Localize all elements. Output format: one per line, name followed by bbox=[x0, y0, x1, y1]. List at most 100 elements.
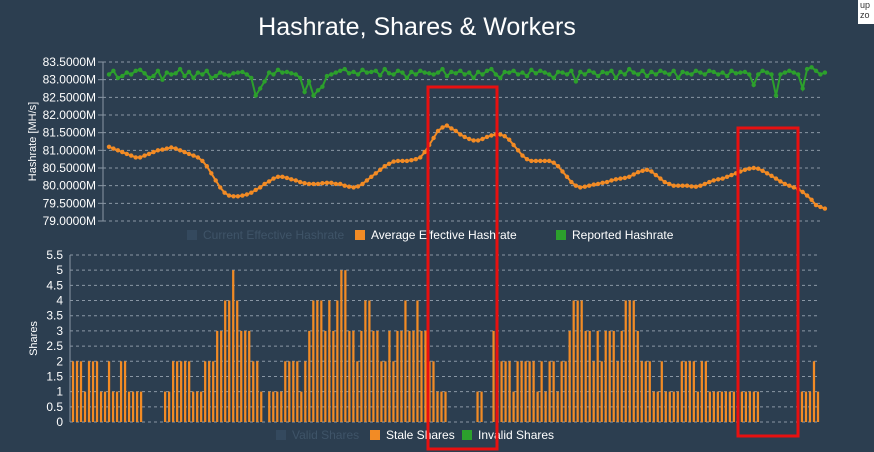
average-hashrate-point bbox=[137, 155, 143, 160]
average-hashrate-point bbox=[404, 158, 410, 164]
average-hashrate-point bbox=[573, 183, 579, 188]
stale-share-bar bbox=[440, 391, 443, 422]
legend-valid-shares-label: Valid Shares bbox=[292, 428, 359, 442]
average-hashrate-point bbox=[177, 148, 183, 153]
average-hashrate-point bbox=[693, 184, 699, 189]
stale-share-bar bbox=[616, 361, 619, 422]
reported-hashrate-point bbox=[471, 75, 476, 81]
average-hashrate-point bbox=[195, 155, 201, 160]
average-hashrate-point bbox=[373, 171, 378, 176]
average-hashrate-point bbox=[547, 158, 552, 164]
reported-hashrate-point bbox=[720, 70, 725, 75]
average-hashrate-point bbox=[764, 171, 770, 176]
stale-share-bar bbox=[368, 300, 371, 422]
reported-hashrate-point bbox=[173, 71, 178, 76]
reported-hashrate-point bbox=[591, 70, 596, 75]
stale-share-bar bbox=[504, 361, 507, 422]
reported-hashrate-point bbox=[707, 68, 712, 74]
stale-share-bar bbox=[720, 391, 723, 422]
shares-tick-label: 3.5 bbox=[46, 309, 63, 323]
average-hashrate-point bbox=[618, 176, 623, 181]
reported-hashrate-point bbox=[284, 69, 290, 75]
average-hashrate-point bbox=[680, 183, 685, 188]
stale-share-bar bbox=[620, 330, 623, 422]
legend-current-effective-swatch bbox=[187, 230, 197, 240]
reported-hashrate-point bbox=[160, 77, 165, 82]
stale-share-bar bbox=[312, 300, 315, 422]
stale-share-bar bbox=[95, 361, 99, 422]
average-hashrate-point bbox=[364, 178, 370, 183]
average-hashrate-point bbox=[542, 158, 547, 164]
reported-hashrate-point bbox=[640, 68, 645, 74]
shares-tick-label: 2 bbox=[56, 354, 63, 368]
reported-hashrate-point bbox=[587, 68, 592, 74]
hashrate-tick-label: 81.5000M bbox=[43, 126, 96, 140]
hashrate-y-label: Hashrate [MH/s] bbox=[27, 102, 39, 181]
average-hashrate-point bbox=[124, 151, 129, 157]
reported-hashrate-point bbox=[818, 72, 823, 77]
reported-hashrate-point bbox=[449, 69, 454, 75]
reported-hashrate-point bbox=[115, 75, 121, 81]
reported-hashrate-point bbox=[733, 71, 739, 76]
average-hashrate-point bbox=[164, 146, 169, 151]
stale-share-bar bbox=[816, 391, 820, 422]
average-hashrate-point bbox=[298, 179, 303, 185]
stale-share-bar bbox=[103, 391, 107, 422]
reported-hashrate-point bbox=[240, 69, 245, 75]
average-hashrate-point bbox=[422, 149, 427, 155]
reported-hashrate-point bbox=[129, 72, 134, 77]
average-hashrate-point bbox=[378, 167, 383, 172]
stale-share-bar bbox=[676, 391, 679, 422]
stale-share-bar bbox=[556, 391, 559, 422]
reported-hashrate-point bbox=[711, 69, 716, 75]
stale-share-bar bbox=[127, 391, 131, 422]
reported-hashrate-point bbox=[644, 73, 650, 79]
stale-share-bar bbox=[332, 330, 335, 422]
shares-tick-label: 1.5 bbox=[46, 369, 63, 383]
stale-share-bar bbox=[292, 361, 295, 422]
reported-hashrate-point bbox=[382, 66, 387, 72]
average-hashrate-point bbox=[249, 190, 254, 195]
reported-hashrate-point bbox=[182, 73, 187, 79]
stale-share-bar bbox=[71, 361, 75, 422]
average-hashrate-point bbox=[253, 187, 258, 193]
reported-hashrate-point bbox=[480, 72, 485, 77]
highlight-box-right bbox=[736, 126, 800, 438]
average-hashrate-point bbox=[529, 158, 534, 164]
stale-share-bar bbox=[172, 361, 175, 422]
average-hashrate-point bbox=[813, 202, 819, 208]
stale-share-bar bbox=[568, 330, 571, 422]
average-hashrate-point bbox=[213, 178, 218, 183]
reported-hashrate-line bbox=[108, 66, 826, 99]
stale-share-bar bbox=[364, 300, 367, 422]
stale-share-bar bbox=[228, 300, 231, 422]
average-hashrate-point bbox=[511, 142, 516, 148]
reported-hashrate-point bbox=[529, 67, 534, 73]
reported-hashrate-point bbox=[467, 70, 472, 75]
stale-share-bar bbox=[91, 361, 95, 422]
stale-share-bar bbox=[224, 300, 227, 422]
axis-labels: 83.5000M 83.0000M 82.5000M 82.0000M 81.5000M… bbox=[27, 55, 96, 429]
stale-share-bar bbox=[184, 361, 187, 422]
stale-share-bar bbox=[280, 391, 283, 422]
stale-share-bar bbox=[288, 361, 291, 422]
reported-hashrate-point bbox=[671, 68, 676, 74]
stale-share-bar bbox=[320, 300, 323, 422]
average-hashrate-point bbox=[275, 174, 281, 179]
stale-share-bar bbox=[608, 330, 611, 422]
average-hashrate-point bbox=[160, 147, 165, 152]
reported-hashrate-point bbox=[773, 93, 779, 98]
reported-hashrate-point bbox=[293, 72, 298, 77]
average-hashrate-point bbox=[582, 184, 587, 189]
reported-hashrate-point bbox=[191, 75, 196, 81]
average-hashrate-point bbox=[515, 148, 521, 153]
average-hashrate-point bbox=[382, 164, 387, 169]
average-hashrate-point bbox=[689, 184, 694, 189]
stale-share-bar bbox=[248, 330, 251, 422]
stale-share-bar bbox=[604, 330, 607, 422]
reported-hashrate-point bbox=[435, 70, 441, 75]
hashrate-tick-label: 79.0000M bbox=[43, 214, 96, 228]
average-hashrate-point bbox=[707, 179, 712, 185]
hashrate-lines bbox=[106, 65, 828, 211]
